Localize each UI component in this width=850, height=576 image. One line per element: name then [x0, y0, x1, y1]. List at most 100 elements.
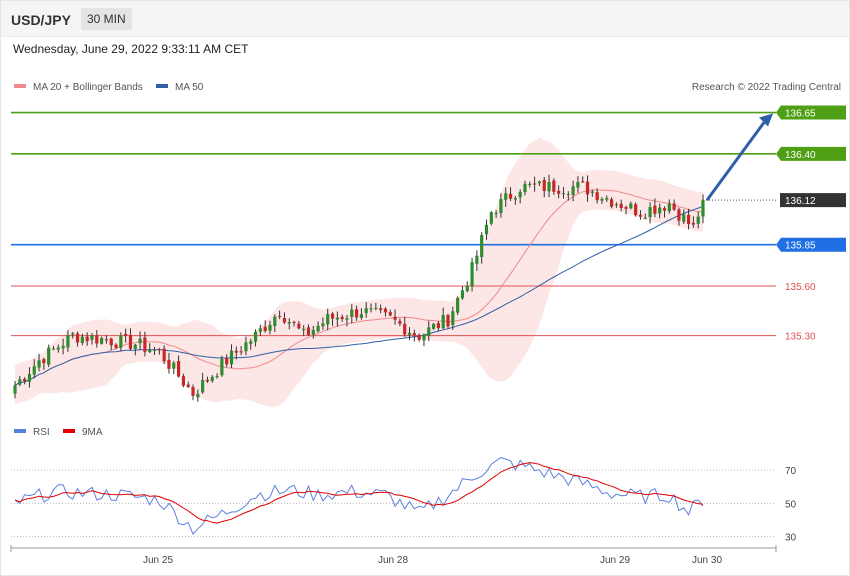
- candle-body: [566, 194, 570, 196]
- candle-body: [398, 320, 402, 324]
- candle-body: [537, 181, 542, 184]
- header-bar: USD/JPY 30 MIN: [1, 1, 849, 37]
- candle-body: [32, 366, 36, 375]
- candle-body: [172, 362, 176, 369]
- candle-body: [85, 336, 89, 342]
- candle-body: [403, 323, 407, 335]
- candle-body: [80, 336, 84, 343]
- candle-body: [614, 204, 618, 206]
- candle-body: [571, 186, 575, 195]
- candle-body: [369, 308, 373, 310]
- last-price-tag: [780, 193, 846, 208]
- candle-body: [75, 333, 80, 343]
- candle-body: [696, 216, 700, 224]
- candle-body: [533, 183, 537, 185]
- candle-body: [648, 207, 652, 218]
- candle-body: [456, 297, 460, 313]
- forecast-arrow-head: [759, 113, 773, 127]
- candle-body: [128, 334, 133, 349]
- candle-body: [354, 309, 359, 318]
- candle-body: [552, 180, 556, 192]
- candle-body: [470, 262, 474, 286]
- candle-body: [258, 328, 262, 332]
- candle-body: [191, 387, 195, 396]
- candle-body: [51, 348, 56, 350]
- candle-body: [71, 333, 75, 335]
- candle-body: [292, 321, 296, 324]
- candle-body: [95, 335, 99, 344]
- candle-body: [42, 359, 46, 364]
- candle-body: [244, 342, 248, 352]
- forecast-arrow: [705, 113, 773, 202]
- candle-body: [90, 335, 94, 340]
- x-tick-jun29: Jun 29: [600, 555, 630, 566]
- candle-body: [523, 183, 527, 193]
- candle-body: [306, 327, 311, 335]
- candle-body: [133, 344, 137, 349]
- level-tags: 136.65 136.40 136.12 135.85 135.60 135.30: [776, 105, 846, 343]
- candle-body: [23, 378, 27, 382]
- level-label-135.30: 135.30: [785, 332, 816, 343]
- timeframe-badge[interactable]: 30 MIN: [81, 8, 132, 30]
- candle-body: [494, 213, 498, 215]
- candle-body: [302, 328, 306, 331]
- legend-swatch-9ma: [63, 429, 75, 433]
- candle-body: [388, 312, 392, 316]
- candle-body: [581, 181, 585, 183]
- candle-body: [27, 374, 32, 382]
- rsi-panel: 70 50 30: [11, 457, 797, 544]
- candle-body: [220, 358, 224, 376]
- candle-body: [148, 350, 152, 353]
- candle-body: [287, 322, 291, 324]
- level-tag-135.85: [776, 237, 846, 252]
- candle-body: [100, 338, 104, 344]
- candle-body: [629, 203, 633, 209]
- level-tag-136.40: [776, 146, 846, 161]
- candle-body: [609, 199, 614, 207]
- candle-body: [561, 193, 566, 195]
- candle-body: [282, 318, 287, 323]
- candle-body: [638, 214, 643, 217]
- rsi-level-label-70: 70: [785, 466, 797, 477]
- candles: [13, 174, 705, 402]
- candle-body: [273, 316, 277, 327]
- candle-body: [138, 338, 142, 344]
- rsi-level-label-30: 30: [785, 533, 797, 544]
- candle-body: [672, 203, 676, 210]
- rsi-9ma-line: [14, 462, 704, 524]
- candle-body: [167, 359, 171, 369]
- candle-body: [239, 351, 243, 353]
- candle-body: [201, 379, 205, 393]
- candle-body: [37, 360, 41, 368]
- candle-body: [605, 198, 609, 200]
- candle-body: [600, 198, 604, 201]
- credit-text: Research © 2022 Trading Central: [692, 82, 841, 93]
- candle-body: [196, 393, 200, 398]
- candle-body: [66, 334, 70, 348]
- datetime-label: Wednesday, June 29, 2022 9:33:11 AM CET: [13, 42, 249, 56]
- legend-swatch-ma20: [14, 84, 26, 88]
- legend-ma50: MA 50: [175, 82, 204, 93]
- candle-body: [662, 208, 667, 211]
- candle-body: [316, 325, 320, 332]
- candle-body: [210, 376, 214, 382]
- candle-body: [263, 326, 267, 332]
- candle-body: [619, 203, 623, 208]
- last-price-label: 136.12: [785, 196, 816, 207]
- candle-body: [383, 308, 388, 313]
- candle-body: [624, 207, 628, 209]
- candle-body: [278, 315, 282, 317]
- candle-body: [480, 235, 484, 257]
- candle-body: [297, 323, 301, 329]
- level-label-136.65: 136.65: [785, 109, 816, 120]
- level-label-135.60: 135.60: [785, 282, 816, 293]
- candle-body: [658, 207, 662, 214]
- candle-body: [321, 323, 325, 327]
- bollinger-fill: [15, 137, 703, 408]
- legend-9ma: 9MA: [82, 427, 103, 438]
- candle-body: [143, 337, 147, 352]
- x-tick-jun30: Jun 30: [692, 555, 722, 566]
- candle-body: [691, 222, 695, 225]
- candle-body: [504, 193, 508, 200]
